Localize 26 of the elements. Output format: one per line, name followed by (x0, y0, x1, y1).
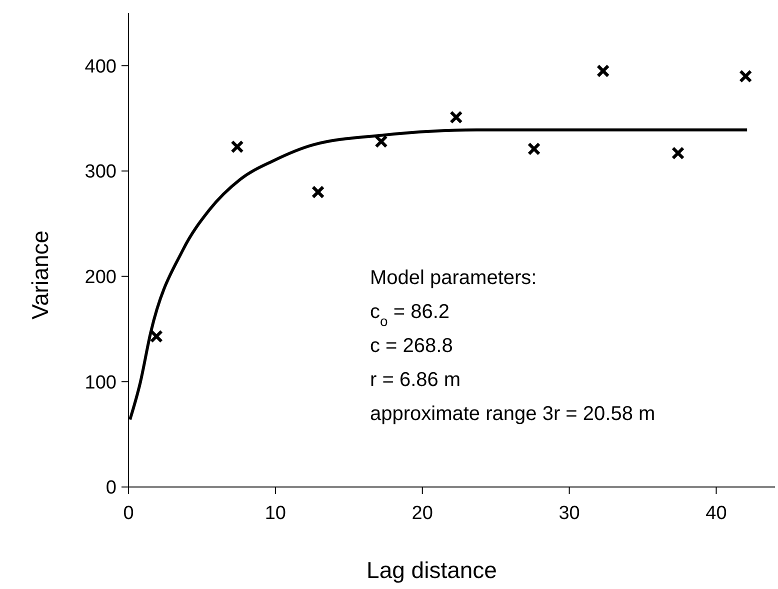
annotation: r = 6.86 m (370, 369, 461, 391)
x-tick-label: 0 (123, 503, 134, 524)
y-tick-label: 100 (84, 372, 116, 394)
point (311, 185, 325, 199)
x-tick-label: 10 (264, 503, 286, 524)
point (527, 142, 541, 156)
x-axis-title: Lag distance (366, 557, 497, 583)
x-tick-label: 40 (706, 503, 727, 524)
y-tick-label: 400 (84, 56, 116, 78)
point (596, 64, 610, 78)
x-tick-label: 20 (412, 503, 433, 524)
y-tick-label: 200 (84, 266, 116, 288)
annotation: approximate range 3r = 20.58 m (370, 403, 656, 425)
point (739, 70, 752, 83)
point (230, 140, 244, 154)
annotation: c$_{o}$ = 86.2 (370, 301, 450, 329)
y-tick-label: 0 (106, 478, 116, 499)
x-tick-label: 30 (558, 503, 580, 524)
y-axis-title: Variance (27, 230, 53, 320)
annotation: c = 268.8 (370, 335, 453, 357)
annotation: Model parameters: (370, 267, 537, 289)
y-tick-label: 300 (84, 162, 116, 183)
point (150, 330, 164, 343)
point (374, 134, 388, 148)
point (671, 146, 685, 160)
point (450, 110, 463, 124)
